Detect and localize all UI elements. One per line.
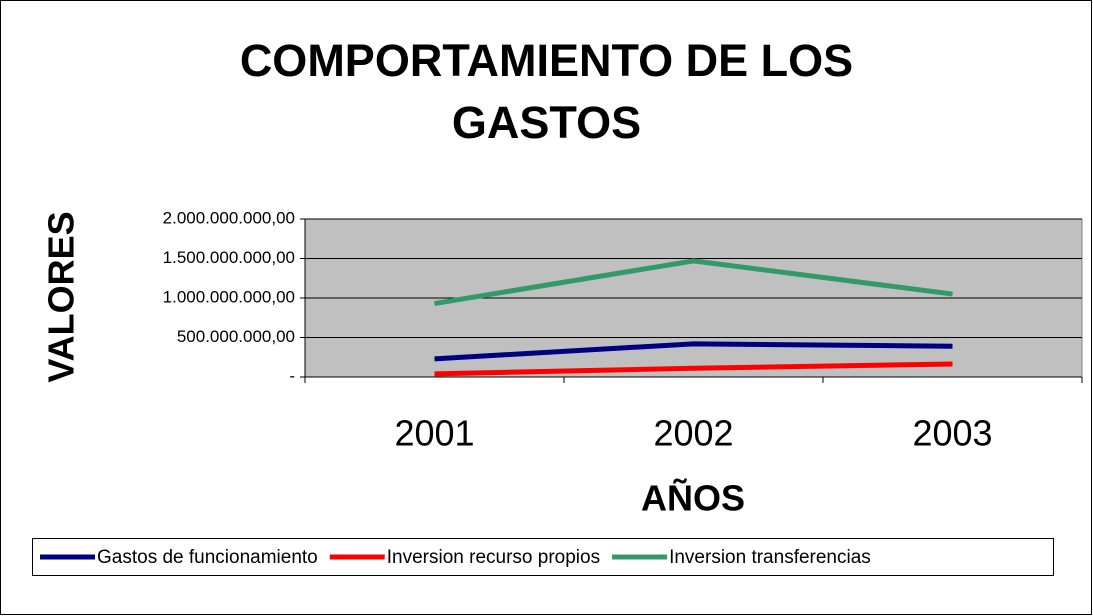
series-line <box>434 258 953 306</box>
legend-label: Inversion recurso propios <box>387 547 600 568</box>
y-tick-label: 1.000.000.000,00 <box>163 287 295 306</box>
y-axis-title: VALORES <box>41 211 82 382</box>
legend-box <box>32 538 1054 576</box>
x-tick-label: 2003 <box>912 413 992 454</box>
x-axis-title: AÑOS <box>641 477 745 519</box>
legend-label: Inversion transferencias <box>669 547 871 568</box>
chart-title: COMPORTAMIENTO DE LOS GASTOS <box>239 35 854 148</box>
legend-label: Gastos de funcionamiento <box>97 547 318 568</box>
x-tick-label: 2002 <box>653 413 733 454</box>
y-tick-label: 1.500.000.000,00 <box>163 248 295 267</box>
x-tick-label: 2001 <box>394 413 474 454</box>
y-tick-label: 2.000.000.000,00 <box>163 208 295 227</box>
series-line <box>434 341 953 362</box>
y-tick-label: 500.000.000,00 <box>177 327 295 346</box>
series-line <box>434 361 953 377</box>
y-tick-label: - <box>289 366 295 385</box>
